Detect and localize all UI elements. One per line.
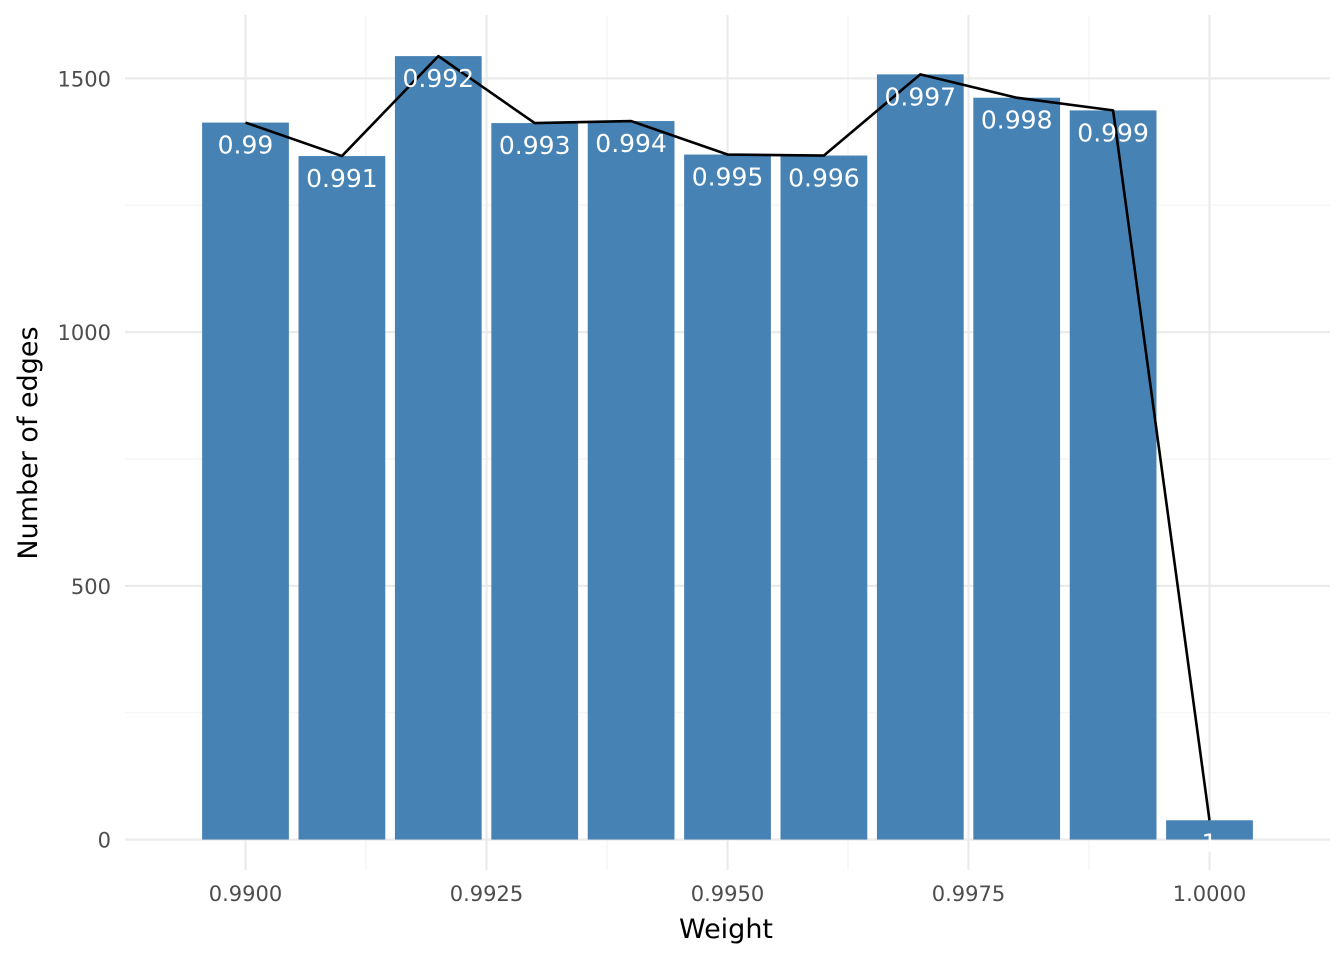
y-tick-label: 0: [98, 829, 111, 853]
bar: [394, 56, 482, 840]
bar-label: 0.995: [692, 163, 764, 192]
bar: [684, 154, 771, 840]
x-axis-title: Weight: [679, 914, 773, 945]
x-tick-label: 0.9950: [691, 882, 764, 906]
bar: [780, 155, 868, 840]
bar-label: 0.999: [1077, 118, 1149, 147]
bar: [1166, 820, 1253, 840]
x-tick-label: 0.9975: [932, 882, 1005, 906]
bar-label: 0.998: [981, 106, 1053, 135]
bar-label: 0.994: [595, 129, 667, 158]
trend-line-layer: [245, 54, 1211, 821]
bar-label: 1: [1202, 828, 1218, 857]
bars: [202, 56, 1253, 840]
bar: [973, 97, 1061, 840]
bar: [587, 121, 675, 840]
bar-label: 0.99: [218, 131, 274, 160]
trend-line: [245, 54, 1211, 821]
y-tick-label: 500: [71, 575, 111, 599]
bar: [298, 156, 386, 840]
bar: [202, 122, 289, 840]
bar: [491, 123, 579, 840]
bar: [876, 74, 964, 840]
y-axis-ticks: 0 500 1000 1500: [58, 67, 111, 852]
y-axis-title: Number of edges: [13, 326, 44, 559]
x-tick-label: 0.9925: [450, 882, 523, 906]
y-tick-label: 1000: [58, 321, 111, 345]
bar-label: 0.997: [885, 82, 957, 111]
bar-label: 0.993: [499, 131, 571, 160]
bar-label: 0.991: [306, 164, 378, 193]
x-tick-label: 1.0000: [1173, 882, 1246, 906]
bar-label: 0.996: [788, 164, 860, 193]
y-tick-label: 1500: [58, 67, 111, 91]
bar: [1069, 110, 1157, 840]
x-axis-ticks: 0.9900 0.9925 0.9950 0.9975 1.0000: [209, 882, 1246, 906]
bar-labels: 0.99 0.991 0.992 0.993 0.994 0.995 0.996 0.997 0…: [218, 64, 1218, 857]
bar-label: 0.992: [403, 64, 475, 93]
x-tick-label: 0.9900: [209, 882, 282, 906]
